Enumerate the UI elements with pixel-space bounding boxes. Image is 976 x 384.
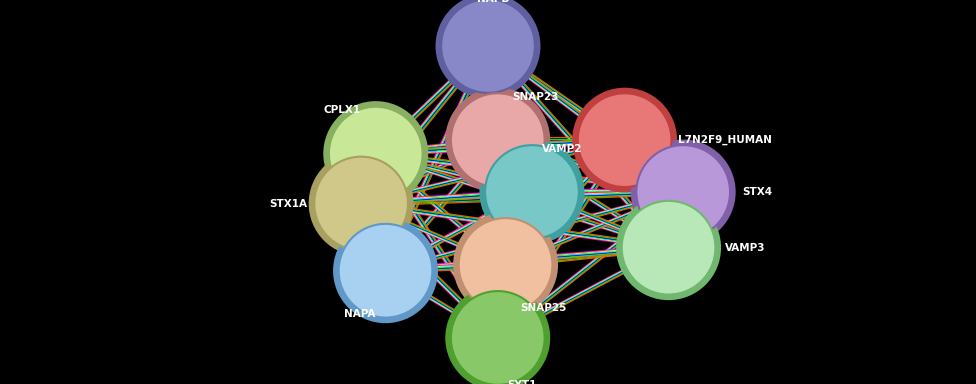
Ellipse shape [441, 0, 535, 93]
Ellipse shape [445, 285, 550, 384]
Ellipse shape [451, 93, 545, 187]
Ellipse shape [333, 218, 438, 323]
Ellipse shape [630, 139, 736, 245]
Text: VAMP3: VAMP3 [725, 243, 765, 253]
Text: SYT1: SYT1 [508, 380, 537, 384]
Text: STX4: STX4 [742, 187, 772, 197]
Text: SNAP25: SNAP25 [520, 303, 567, 313]
Text: L7N2F9_HUMAN: L7N2F9_HUMAN [678, 135, 772, 145]
Text: VAMP2: VAMP2 [542, 144, 582, 154]
Ellipse shape [323, 101, 428, 206]
Ellipse shape [572, 88, 677, 193]
Ellipse shape [636, 145, 730, 239]
Text: NAPA: NAPA [345, 309, 376, 319]
Ellipse shape [329, 107, 423, 200]
Text: CPLX1: CPLX1 [324, 105, 361, 115]
Ellipse shape [459, 218, 552, 312]
Ellipse shape [578, 93, 671, 187]
Ellipse shape [451, 291, 545, 384]
Ellipse shape [453, 212, 558, 318]
Text: NAPB: NAPB [476, 0, 509, 4]
Ellipse shape [314, 157, 408, 250]
Ellipse shape [485, 145, 579, 239]
Ellipse shape [479, 139, 585, 245]
Text: STX1A: STX1A [269, 199, 307, 209]
Ellipse shape [339, 224, 432, 318]
Ellipse shape [435, 0, 541, 99]
Ellipse shape [308, 151, 414, 256]
Ellipse shape [616, 195, 721, 300]
Ellipse shape [622, 201, 715, 295]
Ellipse shape [445, 88, 550, 193]
Text: SNAP23: SNAP23 [512, 92, 559, 102]
